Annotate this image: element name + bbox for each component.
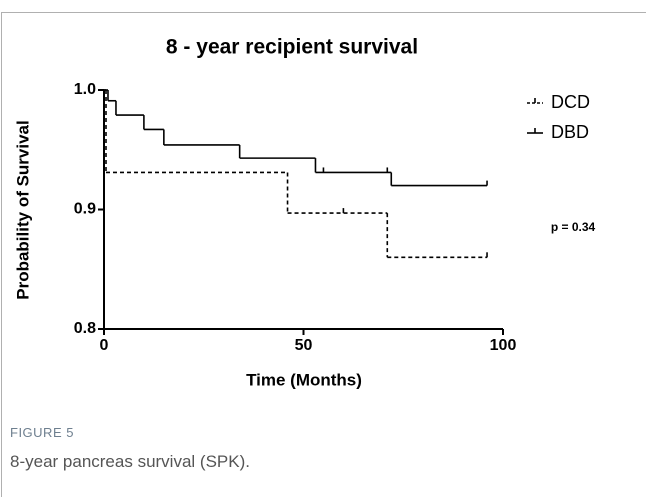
chart: 8 - year recipient survival Time (Months…	[13, 36, 596, 390]
chart-title: 8 - year recipient survival	[166, 36, 418, 59]
legend-label: DBD	[551, 122, 589, 142]
y-tick-label: 1.0	[74, 81, 96, 98]
caption-label: FIGURE 5	[10, 425, 74, 440]
x-tick-label: 0	[100, 337, 109, 354]
figure-frame	[1, 12, 646, 497]
legend-label: DCD	[551, 92, 590, 112]
y-axis-label: Probability of Survival	[13, 120, 32, 300]
y-tick-label: 0.9	[74, 201, 96, 218]
p-value: p = 0.34	[551, 220, 596, 234]
x-axis-label: Time (Months)	[246, 370, 362, 389]
x-tick-label: 100	[490, 337, 517, 354]
x-tick-label: 50	[295, 337, 313, 354]
y-tick-label: 0.8	[74, 320, 96, 337]
caption-text: 8-year pancreas survival (SPK).	[10, 452, 250, 471]
